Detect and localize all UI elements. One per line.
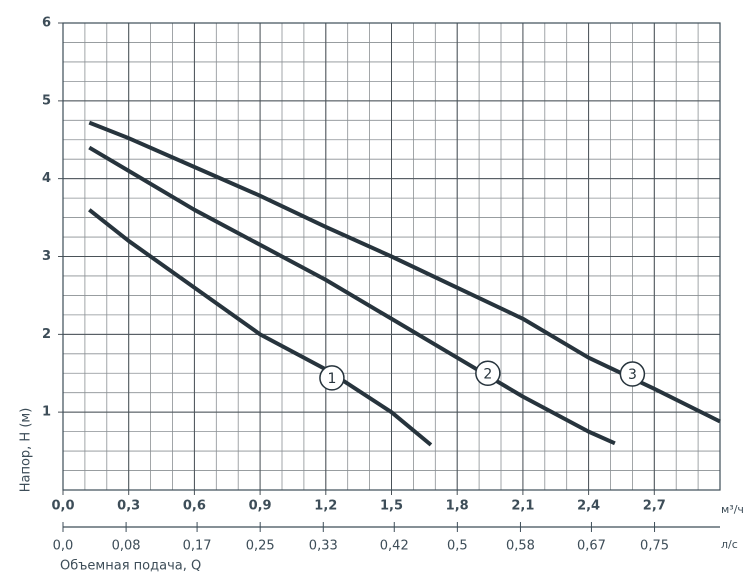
x2-unit: л/с	[721, 538, 738, 551]
x-axis-label: Объемная подача, Q	[60, 559, 201, 574]
y-tick-label: 3	[42, 249, 51, 264]
y-tick-label: 6	[42, 16, 51, 31]
x-tick-label: 0,9	[249, 499, 272, 514]
x-tick-label: 1,8	[446, 499, 469, 514]
x-tick-label: 0,3	[117, 499, 140, 514]
y-tick-label: 4	[42, 171, 51, 186]
x-tick-label: 2,4	[577, 499, 600, 514]
legend-label: 2	[483, 366, 492, 382]
curve-badge	[619, 361, 646, 387]
curve-badge	[475, 360, 501, 386]
x-tick-label: 0,0	[51, 499, 74, 514]
x2-tick-label: 0,25	[246, 539, 275, 554]
x2-tick-label: 0,58	[506, 539, 535, 554]
x-tick-label: 1,5	[380, 499, 403, 514]
y-axis-label: Напор, H (м)	[19, 408, 34, 493]
x-tick-label: 2,7	[643, 499, 666, 514]
pump-curve	[88, 120, 721, 424]
y-tick-label: 5	[42, 93, 51, 108]
pump-curve	[88, 145, 616, 446]
x-unit: м³/ч	[721, 503, 744, 516]
y-tick-label: 1	[42, 405, 51, 420]
x2-tick-label: 0,67	[577, 539, 606, 554]
y-tick-label: 2	[42, 327, 51, 342]
curve-badge	[319, 365, 345, 391]
x2-tick-label: 0,0	[53, 539, 74, 554]
x2-tick-label: 0,75	[640, 539, 669, 554]
x-tick-label: 1,2	[314, 499, 337, 514]
x2-tick-label: 0,42	[380, 539, 409, 554]
x2-tick-label: 0,08	[112, 539, 141, 554]
x-tick-label: 2,1	[511, 499, 534, 514]
pump-curve	[88, 208, 433, 447]
legend-label: 3	[628, 367, 637, 383]
x2-tick-label: 0,17	[183, 539, 212, 554]
x2-tick-label: 0,5	[447, 539, 468, 554]
legend-label: 1	[327, 371, 336, 387]
plot-frame	[62, 22, 721, 491]
x2-tick-label: 0,33	[309, 539, 338, 554]
x-tick-label: 0,6	[183, 499, 206, 514]
